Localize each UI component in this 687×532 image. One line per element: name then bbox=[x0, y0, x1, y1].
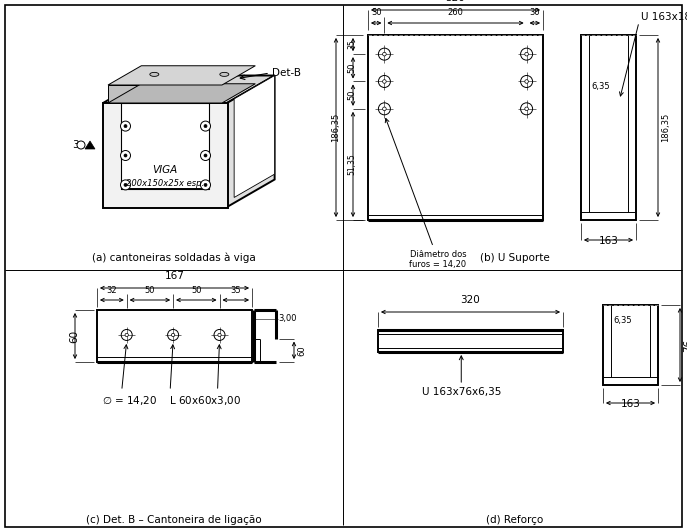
Circle shape bbox=[124, 124, 127, 128]
Text: Diâmetro dos
furos = 14,20: Diâmetro dos furos = 14,20 bbox=[385, 119, 466, 269]
Text: 320: 320 bbox=[446, 0, 465, 3]
Text: 163: 163 bbox=[620, 399, 640, 409]
Ellipse shape bbox=[220, 84, 229, 88]
Text: (a) cantoneiras soldadas à viga: (a) cantoneiras soldadas à viga bbox=[92, 253, 256, 263]
Circle shape bbox=[201, 151, 210, 161]
Text: 60: 60 bbox=[297, 345, 306, 355]
Text: (b) U Suporte: (b) U Suporte bbox=[480, 253, 550, 263]
Bar bbox=[581, 35, 636, 220]
Bar bbox=[108, 85, 223, 103]
Text: 260: 260 bbox=[447, 8, 464, 17]
Circle shape bbox=[120, 151, 131, 161]
Bar bbox=[368, 35, 543, 220]
Text: 50: 50 bbox=[347, 90, 356, 101]
Circle shape bbox=[77, 141, 85, 149]
Circle shape bbox=[121, 329, 132, 340]
Circle shape bbox=[521, 76, 532, 87]
Text: 186,35: 186,35 bbox=[661, 113, 670, 142]
Circle shape bbox=[204, 124, 207, 128]
Circle shape bbox=[379, 103, 390, 115]
Circle shape bbox=[521, 103, 532, 115]
Text: 3,00: 3,00 bbox=[278, 314, 297, 323]
Text: 6,35: 6,35 bbox=[613, 317, 631, 326]
Text: 60: 60 bbox=[69, 329, 79, 343]
Text: VIGA: VIGA bbox=[153, 165, 178, 175]
Text: 163: 163 bbox=[598, 236, 618, 246]
Polygon shape bbox=[108, 84, 256, 103]
Circle shape bbox=[525, 52, 528, 56]
Text: 50: 50 bbox=[347, 63, 356, 73]
Text: 30: 30 bbox=[371, 8, 381, 17]
Text: 50: 50 bbox=[191, 286, 201, 295]
Text: 51,35: 51,35 bbox=[347, 154, 356, 175]
Circle shape bbox=[525, 107, 528, 111]
Circle shape bbox=[125, 334, 128, 337]
Circle shape bbox=[124, 154, 127, 157]
Bar bbox=[603, 305, 658, 385]
Circle shape bbox=[379, 76, 390, 87]
Text: 186,35: 186,35 bbox=[331, 113, 340, 142]
Circle shape bbox=[525, 80, 528, 84]
Circle shape bbox=[383, 107, 386, 111]
Ellipse shape bbox=[150, 84, 159, 88]
Circle shape bbox=[120, 121, 131, 131]
Text: 32: 32 bbox=[106, 286, 117, 295]
Circle shape bbox=[204, 184, 207, 186]
Polygon shape bbox=[227, 76, 275, 207]
Polygon shape bbox=[108, 66, 256, 85]
Text: 50: 50 bbox=[145, 286, 155, 295]
Circle shape bbox=[172, 334, 174, 337]
Ellipse shape bbox=[220, 72, 229, 77]
Circle shape bbox=[214, 329, 225, 340]
Circle shape bbox=[124, 184, 127, 186]
Text: 30: 30 bbox=[530, 8, 540, 17]
Circle shape bbox=[521, 48, 532, 60]
Text: 76: 76 bbox=[683, 338, 687, 352]
Text: Det-B: Det-B bbox=[272, 68, 301, 78]
Bar bbox=[97, 310, 252, 362]
Circle shape bbox=[120, 180, 131, 190]
Circle shape bbox=[383, 52, 386, 56]
Circle shape bbox=[218, 334, 221, 337]
Bar bbox=[121, 103, 209, 189]
Circle shape bbox=[168, 329, 179, 340]
Text: 200x150x25x esp.: 200x150x25x esp. bbox=[126, 179, 204, 187]
Circle shape bbox=[201, 180, 210, 190]
Circle shape bbox=[383, 80, 386, 84]
Text: 320: 320 bbox=[460, 295, 480, 305]
Text: 167: 167 bbox=[165, 271, 184, 281]
Ellipse shape bbox=[150, 72, 159, 77]
Text: U 163x186,35x6,35: U 163x186,35x6,35 bbox=[641, 12, 687, 22]
Bar bbox=[378, 330, 563, 352]
Text: $\varnothing$ = 14,20    L 60x60x3,00: $\varnothing$ = 14,20 L 60x60x3,00 bbox=[102, 394, 241, 407]
Polygon shape bbox=[85, 141, 95, 149]
Circle shape bbox=[379, 48, 390, 60]
Polygon shape bbox=[234, 76, 275, 197]
Text: (c) Det. B – Cantoneira de ligação: (c) Det. B – Cantoneira de ligação bbox=[86, 515, 262, 525]
Text: 3: 3 bbox=[71, 140, 78, 150]
Text: 35: 35 bbox=[347, 40, 356, 49]
Circle shape bbox=[201, 121, 210, 131]
Text: 6,35: 6,35 bbox=[591, 82, 609, 92]
Circle shape bbox=[204, 154, 207, 157]
Polygon shape bbox=[103, 76, 275, 103]
Text: 35: 35 bbox=[230, 286, 241, 295]
Text: U 163x76x6,35: U 163x76x6,35 bbox=[422, 387, 501, 397]
Bar bbox=[103, 103, 228, 208]
Text: (d) Reforço: (d) Reforço bbox=[486, 515, 543, 525]
